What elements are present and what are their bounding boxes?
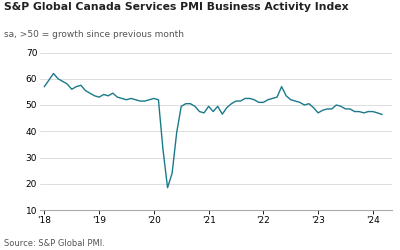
Text: S&P Global Canada Services PMI Business Activity Index: S&P Global Canada Services PMI Business … <box>4 2 349 12</box>
Text: sa, >50 = growth since previous month: sa, >50 = growth since previous month <box>4 30 184 39</box>
Text: Source: S&P Global PMI.: Source: S&P Global PMI. <box>4 238 105 248</box>
